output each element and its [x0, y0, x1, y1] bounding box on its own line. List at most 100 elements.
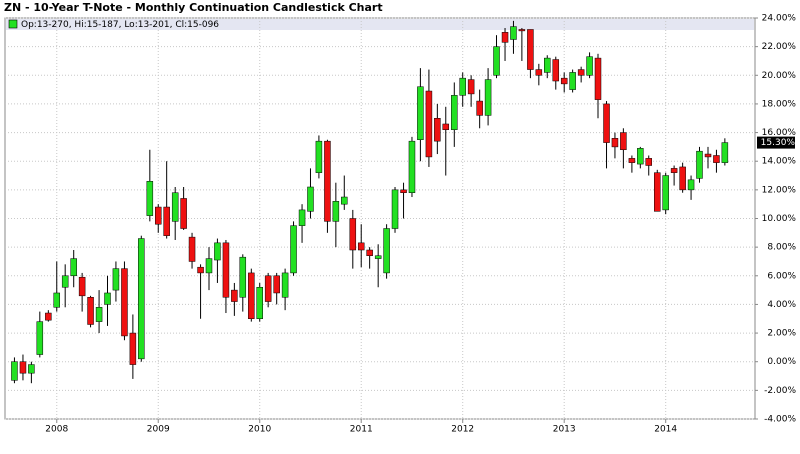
legend-swatch	[8, 19, 18, 29]
candle-body	[273, 275, 280, 294]
candle-body	[670, 168, 678, 173]
candle-body	[357, 242, 365, 251]
candle-body	[662, 175, 669, 211]
candle-body	[188, 236, 196, 262]
candle-body	[527, 29, 534, 70]
candle-body	[53, 292, 61, 308]
y-tick-label: 10.00%	[762, 214, 797, 224]
candle-body	[129, 332, 137, 365]
candle-body	[239, 256, 247, 298]
x-tick-label: 2013	[553, 425, 576, 435]
candle-body	[36, 321, 44, 355]
candle-body	[493, 46, 500, 76]
candle-body	[324, 140, 331, 222]
candle-body	[112, 268, 120, 291]
y-tick-label: -4.00%	[764, 415, 796, 425]
y-tick-label: 8.00%	[767, 243, 796, 253]
y-tick-label: -2.00%	[764, 386, 796, 396]
candle-body	[476, 100, 483, 116]
candle-body	[721, 142, 729, 163]
candle-body	[180, 198, 187, 229]
candle-body	[95, 307, 103, 322]
y-tick-label: 16.00%	[762, 128, 797, 138]
last-price-label: 15.30%	[761, 138, 796, 148]
candle-body	[214, 242, 221, 261]
candle-body	[535, 69, 543, 76]
candle-body	[408, 140, 416, 193]
candle-body	[332, 201, 340, 222]
candle-body	[577, 69, 585, 76]
y-tick-label: 4.00%	[767, 300, 796, 310]
candle-body	[146, 181, 154, 216]
candle-body	[586, 56, 593, 76]
candle-body	[28, 364, 35, 374]
candle-body	[70, 258, 77, 277]
candle-body	[248, 272, 255, 319]
y-tick-label: 24.00%	[762, 14, 797, 24]
chart-title: ZN - 10-Year T-Note - Monthly Continuati…	[4, 1, 383, 14]
candle-body	[121, 268, 128, 337]
x-tick-label: 2008	[45, 425, 68, 435]
last-price-box	[757, 136, 795, 149]
candle-body	[552, 59, 560, 82]
y-tick-label: 18.00%	[762, 99, 797, 109]
candle-body	[628, 158, 636, 163]
candle-body	[264, 275, 272, 302]
candle-body	[451, 95, 458, 130]
candle-body	[510, 26, 517, 40]
candle-body	[298, 209, 306, 226]
x-tick-label: 2014	[654, 425, 677, 435]
candle-body	[518, 29, 526, 32]
x-tick-label: 2011	[350, 425, 373, 435]
candle-body	[713, 155, 720, 163]
candle-body	[307, 186, 314, 212]
candle-body	[594, 57, 602, 100]
candle-body	[391, 189, 399, 229]
candle-body	[19, 361, 27, 374]
x-tick-label: 2010	[248, 425, 271, 435]
candle-body	[290, 225, 297, 274]
candle-body	[61, 275, 69, 288]
candle-body	[484, 79, 492, 116]
candle-body	[611, 138, 619, 148]
y-tick-label: 6.00%	[767, 271, 796, 281]
candle-body	[222, 242, 230, 298]
x-tick-label: 2009	[147, 425, 170, 435]
candle-body	[374, 255, 382, 259]
candle-body	[569, 72, 576, 90]
x-tick-label: 2012	[451, 425, 474, 435]
candle-body	[11, 361, 18, 381]
candle-body	[383, 228, 390, 274]
candle-body	[434, 118, 441, 142]
candle-body	[78, 276, 86, 297]
candle-body	[171, 192, 179, 222]
candle-body	[400, 189, 407, 193]
candle-body	[560, 77, 568, 85]
y-tick-label: 14.00%	[762, 157, 797, 167]
y-tick-label: 22.00%	[762, 42, 797, 52]
candle-body	[45, 312, 52, 321]
candle-body	[281, 272, 289, 298]
candle-body	[231, 289, 238, 302]
legend-band	[6, 19, 754, 30]
candle-body	[341, 196, 348, 205]
candle-body	[256, 286, 263, 320]
candle-body	[366, 249, 373, 256]
legend-text: Op:13-270, Hi:15-187, Lo:13-201, Cl:15-0…	[21, 20, 219, 30]
candle-body	[425, 90, 433, 158]
y-tick-label: 20.00%	[762, 71, 797, 81]
y-tick-label: 0.00%	[767, 357, 796, 367]
candle-body	[696, 150, 703, 179]
candle-body	[467, 79, 475, 95]
candle-body	[417, 86, 424, 140]
y-tick-label: 12.00%	[762, 185, 797, 195]
candle-body	[197, 266, 204, 274]
candle-body	[442, 123, 450, 130]
candle-body	[654, 172, 661, 212]
candle-body	[544, 57, 551, 73]
candle-body	[205, 258, 213, 274]
candle-body	[459, 77, 466, 96]
candle-body	[138, 238, 145, 360]
candle-body	[501, 32, 509, 43]
